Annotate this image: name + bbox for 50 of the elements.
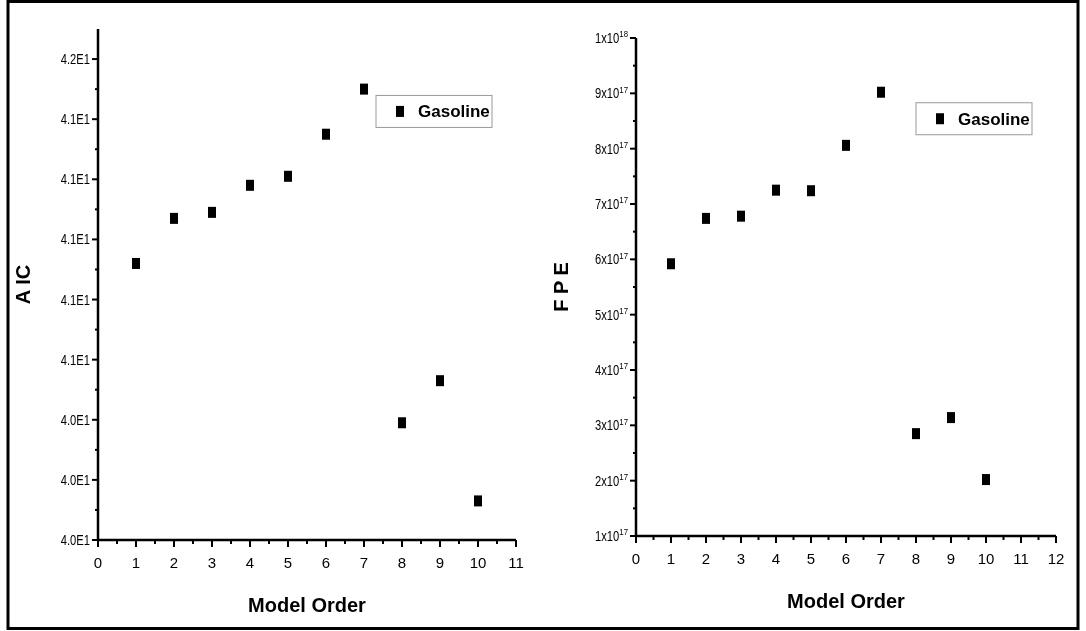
x-tick-label: 6 — [321, 554, 331, 571]
y-tick-label: 6x10$^{17}$ — [595, 249, 629, 268]
x-tick-label: 7 — [876, 550, 886, 567]
y-tick-label: 3x10$^{17}$ — [595, 415, 629, 434]
y-tick-label: 4.2E1 — [60, 51, 90, 68]
y-tick-label: 7x10$^{17}$ — [595, 194, 629, 213]
y-axis-title: F P E — [550, 262, 572, 312]
x-tick-label: 1 — [131, 554, 141, 571]
x-tick-label: 8 — [911, 550, 921, 567]
x-tick-label: 9 — [435, 554, 445, 571]
y-tick-label: 8x10$^{17}$ — [595, 139, 629, 157]
x-tick-label: 4 — [245, 554, 255, 571]
x-tick-label: 6 — [841, 550, 851, 567]
x-tick-label: 4 — [771, 550, 781, 567]
x-tick-label: 1 — [666, 550, 676, 567]
y-axis-title: A IC — [12, 264, 34, 305]
legend-label: Gasoline — [418, 102, 490, 122]
x-tick-label: 2 — [701, 550, 711, 567]
x-tick-label: 12 — [1047, 550, 1065, 567]
y-tick-label: 4.1E1 — [60, 232, 90, 248]
y-tick-label: 4.1E1 — [60, 172, 90, 188]
x-tick-label: 2 — [169, 554, 179, 571]
x-tick-label: 7 — [359, 554, 369, 571]
y-tick-label: 4x10$^{17}$ — [595, 360, 629, 379]
x-tick-label: 8 — [397, 554, 407, 571]
y-tick-label: 4.0E1 — [60, 532, 90, 549]
x-tick-label: 9 — [946, 550, 956, 567]
x-tick-label: 10 — [469, 554, 487, 571]
x-tick-label: 5 — [283, 554, 293, 571]
y-tick-label: 1x10$^{18}$ — [595, 28, 629, 47]
x-tick-label: 3 — [207, 554, 217, 571]
y-tick-label: 4.1E1 — [60, 352, 90, 368]
x-tick-label: 0 — [631, 550, 641, 567]
x-tick-label: 5 — [806, 550, 816, 567]
x-tick-label: 0 — [93, 554, 103, 571]
y-tick-label: 4.0E1 — [60, 472, 90, 489]
x-axis-title: Model Order — [248, 594, 367, 616]
y-tick-label: 4.1E1 — [60, 292, 90, 308]
x-tick-label: 11 — [508, 554, 524, 571]
x-axis-title: Model Order — [787, 590, 906, 612]
legend-label: Gasoline — [958, 109, 1030, 129]
y-tick-label: 1x10$^{17}$ — [595, 526, 629, 545]
x-tick-label: 10 — [977, 550, 995, 567]
x-tick-label: 3 — [736, 550, 746, 567]
y-tick-label: 5x10$^{17}$ — [595, 305, 629, 323]
y-tick-label: 2x10$^{17}$ — [595, 471, 629, 489]
x-tick-label: 11 — [1013, 550, 1029, 567]
y-tick-label: 4.1E1 — [60, 112, 90, 128]
y-tick-label: 9x10$^{17}$ — [595, 83, 629, 102]
y-tick-label: 4.0E1 — [60, 412, 90, 429]
